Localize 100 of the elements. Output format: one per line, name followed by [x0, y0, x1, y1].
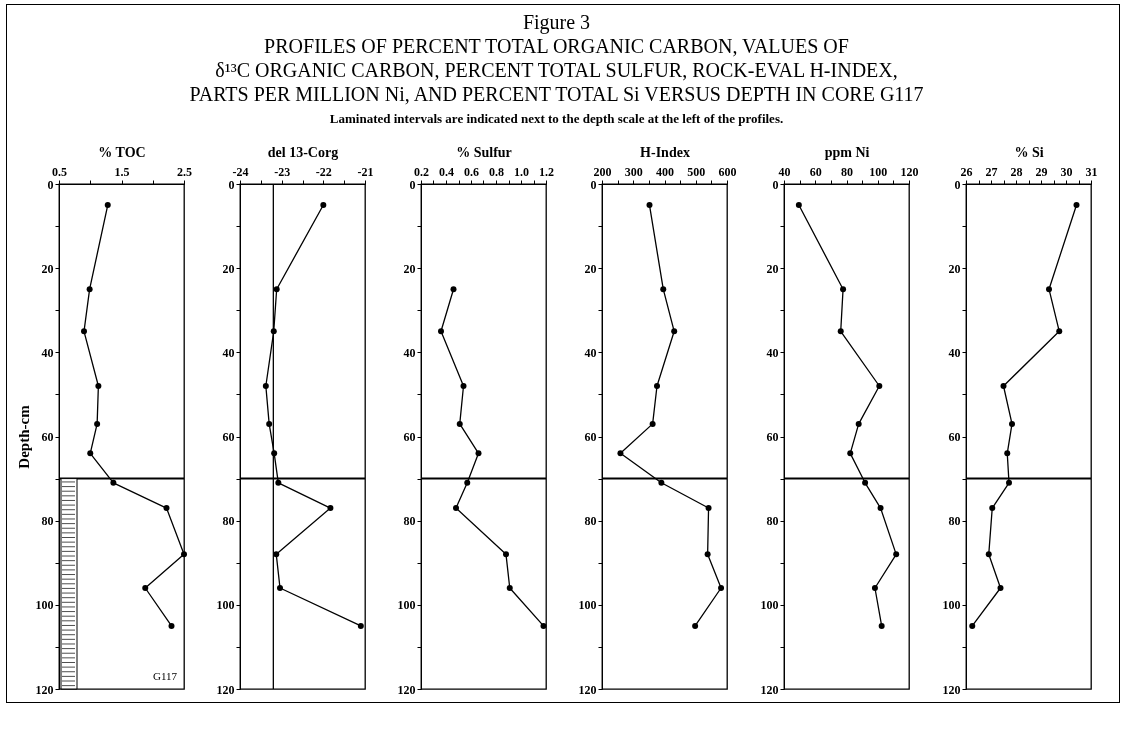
point — [989, 505, 996, 512]
y-tick-label: 80 — [222, 514, 235, 529]
point — [617, 450, 624, 457]
point — [464, 479, 471, 486]
point — [1046, 286, 1052, 293]
x-tick-label: 0.8 — [489, 164, 504, 179]
point — [871, 585, 878, 591]
x-tick-label: -21 — [357, 164, 374, 179]
y-tick-label: 20 — [766, 261, 779, 276]
point — [692, 622, 699, 629]
y-tick-label: 0 — [954, 177, 961, 192]
x-tick-label: 0.6 — [464, 164, 479, 179]
x-tick-label: 26 — [960, 164, 973, 179]
x-tick-label: 300 — [624, 164, 643, 179]
x-tick-label: 29 — [1035, 164, 1048, 179]
point — [320, 202, 327, 209]
y-tick-label: 0 — [409, 177, 416, 192]
point — [275, 479, 282, 486]
y-tick-label: 60 — [948, 430, 961, 444]
point — [357, 622, 364, 629]
point — [262, 383, 269, 389]
y-tick-label: 60 — [584, 430, 597, 444]
point — [506, 585, 513, 591]
point — [95, 383, 102, 389]
x-axis-title: % Sulfur — [456, 144, 512, 160]
point — [273, 551, 280, 558]
point — [795, 202, 802, 209]
x-tick-label: 28 — [1010, 164, 1023, 179]
x-axis-title: ppm Ni — [824, 144, 870, 160]
point — [1056, 328, 1063, 335]
y-tick-label: 100 — [760, 598, 779, 613]
point — [704, 551, 711, 558]
point — [1009, 420, 1015, 427]
y-tick-label: 100 — [578, 598, 597, 613]
x-axis-title: % TOC — [98, 144, 146, 160]
point — [660, 286, 667, 293]
point — [847, 450, 854, 457]
point — [142, 585, 149, 591]
point — [997, 585, 1004, 591]
point — [87, 450, 94, 457]
point — [503, 551, 509, 558]
point — [460, 383, 467, 389]
point — [540, 622, 547, 629]
y-tick-label: 20 — [222, 261, 235, 276]
point — [81, 328, 87, 335]
point — [1000, 383, 1007, 389]
y-tick-label: 0 — [228, 177, 235, 192]
point — [878, 622, 885, 629]
point — [718, 585, 725, 591]
x-tick-label: 1.0 — [514, 164, 529, 179]
point — [705, 505, 712, 512]
y-tick-label: 20 — [41, 261, 54, 276]
x-tick-label: 31 — [1085, 164, 1098, 179]
x-tick-label: 1.2 — [539, 164, 554, 179]
point — [646, 202, 653, 209]
x-tick-label: 500 — [687, 164, 706, 179]
x-tick-label: -24 — [232, 164, 249, 179]
y-tick-label: 0 — [772, 177, 779, 192]
y-tick-label: 20 — [403, 261, 416, 276]
y-tick-label: 80 — [41, 514, 54, 529]
x-tick-label: 40 — [778, 164, 791, 179]
point — [475, 450, 482, 457]
y-tick-label: 120 — [216, 682, 235, 697]
point — [840, 286, 847, 293]
y-tick-label: 120 — [760, 682, 779, 697]
point — [94, 420, 101, 427]
y-tick-label: 40 — [222, 345, 235, 360]
x-tick-label: 120 — [900, 164, 919, 179]
y-tick-label: 20 — [584, 261, 597, 276]
y-tick-label: 0 — [590, 177, 597, 192]
x-tick-label: 2.5 — [177, 164, 192, 179]
point — [327, 505, 334, 512]
point — [855, 420, 862, 427]
y-axis-title: Depth-cm — [15, 404, 32, 469]
point — [168, 622, 175, 629]
y-tick-label: 100 — [216, 598, 235, 613]
point — [453, 505, 459, 512]
y-tick-label: 40 — [948, 345, 961, 360]
x-tick-label: -23 — [274, 164, 291, 179]
y-tick-label: 80 — [766, 514, 779, 529]
x-tick-label: 0.5 — [52, 164, 67, 179]
y-tick-label: 80 — [948, 514, 961, 529]
x-tick-label: 100 — [869, 164, 888, 179]
text: Figure 3 PROFILES OF PERCENT TOTAL ORGANIC CARBON, VALUES OF δ¹³C ORGANIC CARBON, PERCENT TOTAL SULFUR, ROCK-EVAL H-INDEX, PARTS PER MILLION Ni, AND PERCENT TOTAL Si VERSUS DEPTH IN CORE G117 Laminated intervals are indicated next to the depth scale at the left of the profiles. — [189, 11, 924, 127]
y-tick-label: 20 — [948, 261, 961, 276]
point — [1006, 479, 1012, 486]
point — [273, 286, 280, 293]
x-tick-label: 30 — [1060, 164, 1073, 179]
point — [893, 551, 900, 558]
point — [1004, 450, 1011, 457]
y-tick-label: 60 — [41, 430, 54, 444]
x-tick-label: 0.4 — [439, 164, 454, 179]
point — [877, 505, 884, 512]
point — [671, 328, 678, 335]
x-tick-label: 1.5 — [114, 164, 130, 179]
x-axis-title: H-Index — [640, 144, 690, 160]
point — [438, 328, 444, 335]
point — [649, 420, 656, 427]
point — [277, 585, 283, 591]
point — [163, 505, 170, 512]
